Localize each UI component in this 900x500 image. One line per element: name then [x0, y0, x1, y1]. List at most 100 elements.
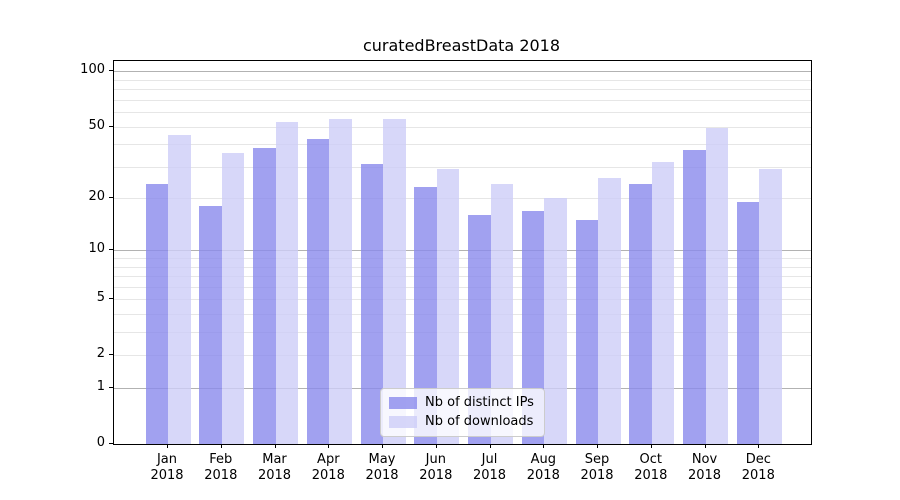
- x-tick-label: Nov 2018: [678, 452, 732, 484]
- bar-downloads: [168, 134, 191, 444]
- minor-gridline: [114, 314, 811, 316]
- x-tick-label: Jan 2018: [140, 452, 194, 484]
- x-tick-mark: [220, 444, 222, 448]
- y-tick-label: 2: [96, 346, 105, 362]
- legend-label-distinct-ips: Nb of distinct IPs: [425, 395, 534, 410]
- bar-downloads: [329, 119, 352, 444]
- x-tick-mark: [435, 444, 437, 448]
- x-tick-label-line: 2018: [204, 468, 238, 483]
- x-tick-label-line: Apr: [317, 452, 340, 467]
- bar-distinct-ips: [629, 184, 652, 444]
- major-gridline: [114, 250, 811, 252]
- y-tick-label: 20: [88, 189, 105, 205]
- bar-downloads: [275, 121, 298, 444]
- x-tick-label: Aug 2018: [516, 452, 570, 484]
- minor-gridline: [114, 126, 811, 128]
- bar-distinct-ips: [736, 202, 760, 444]
- minor-gridline: [114, 266, 811, 268]
- x-tick-mark: [274, 444, 276, 448]
- y-tick-mark: [109, 125, 113, 127]
- bar-distinct-ips: [199, 206, 222, 444]
- legend-swatch-downloads-icon: [389, 416, 417, 428]
- y-tick-label: 1: [96, 379, 105, 394]
- x-tick-label-line: Aug: [530, 452, 556, 467]
- x-tick-label-line: 2018: [580, 468, 614, 483]
- x-tick-label-line: Sep: [584, 452, 610, 467]
- minor-gridline: [114, 198, 811, 200]
- x-tick-label-line: 2018: [365, 468, 399, 483]
- x-tick-mark: [167, 444, 168, 448]
- minor-gridline: [114, 99, 811, 101]
- x-tick-label-line: Mar: [262, 452, 287, 467]
- x-tick-label-line: Feb: [209, 452, 233, 467]
- legend-entry-downloads: Nb of downloads: [389, 414, 536, 430]
- y-tick-mark: [109, 298, 113, 300]
- minor-gridline: [114, 89, 811, 91]
- x-tick-label: Jul 2018: [463, 452, 517, 484]
- x-tick-label-line: Jun: [425, 452, 446, 467]
- y-tick-mark: [109, 354, 113, 356]
- x-tick-mark: [650, 444, 652, 448]
- x-tick-label: Feb 2018: [194, 452, 248, 484]
- x-tick-label-line: Nov: [691, 452, 718, 467]
- x-tick-label: Dec 2018: [731, 452, 785, 484]
- legend: Nb of distinct IPs Nb of downloads: [380, 388, 545, 437]
- bar-distinct-ips: [145, 184, 168, 444]
- bar-downloads: [598, 177, 621, 444]
- bar-distinct-ips: [253, 148, 276, 444]
- legend-label-downloads: Nb of downloads: [425, 414, 534, 429]
- bar-distinct-ips: [306, 138, 330, 444]
- y-tick-mark: [109, 443, 113, 444]
- x-tick-label-line: 2018: [150, 468, 184, 483]
- bar-distinct-ips: [521, 210, 545, 444]
- x-tick-label: Sep 2018: [570, 452, 624, 484]
- y-tick-label: 0: [96, 435, 105, 450]
- bar-distinct-ips: [360, 164, 383, 444]
- x-tick-label-line: 2018: [472, 468, 507, 483]
- x-tick-mark: [597, 444, 598, 448]
- bar-distinct-ips: [575, 220, 598, 444]
- bar-downloads: [383, 119, 406, 444]
- minor-gridline: [114, 276, 811, 278]
- x-tick-label-line: May: [368, 452, 396, 467]
- x-tick-label-line: 2018: [741, 468, 775, 483]
- minor-gridline: [114, 79, 811, 81]
- bar-downloads: [436, 169, 460, 444]
- x-tick-label: Apr 2018: [301, 452, 355, 484]
- x-tick-mark: [543, 444, 545, 448]
- x-tick-label-line: 2018: [526, 468, 560, 483]
- x-tick-label: Mar 2018: [248, 452, 302, 484]
- plot-area: [113, 60, 812, 445]
- bar-distinct-ips: [414, 187, 437, 444]
- x-tick-label-line: 2018: [687, 468, 722, 483]
- legend-swatch-distinct-ips-icon: [389, 397, 417, 409]
- x-tick-label-line: Oct: [639, 452, 663, 467]
- bar-downloads: [490, 184, 513, 444]
- x-tick-mark: [758, 444, 760, 448]
- y-tick-mark: [109, 197, 113, 199]
- x-tick-label-line: 2018: [419, 468, 453, 483]
- x-tick-mark: [382, 444, 383, 448]
- bar-distinct-ips: [683, 150, 706, 444]
- major-gridline: [114, 71, 811, 73]
- x-tick-label-line: 2018: [257, 468, 292, 483]
- minor-gridline: [114, 112, 811, 114]
- minor-gridline: [114, 258, 811, 260]
- minor-gridline: [114, 286, 811, 288]
- y-tick-label: 5: [96, 290, 105, 306]
- bar-downloads: [651, 161, 675, 444]
- x-tick-mark: [489, 444, 491, 448]
- bar-downloads: [544, 198, 567, 444]
- y-tick-mark: [109, 70, 113, 72]
- x-tick-label: May 2018: [355, 452, 409, 484]
- x-tick-label-line: Jul: [481, 452, 498, 467]
- bar-downloads: [759, 169, 782, 444]
- x-tick-label-line: 2018: [311, 468, 345, 483]
- y-tick-mark: [109, 387, 113, 388]
- minor-gridline: [114, 166, 811, 168]
- y-tick-label: 100: [80, 62, 105, 78]
- bar-distinct-ips: [468, 215, 491, 444]
- bar-downloads: [705, 128, 728, 444]
- x-tick-label-line: Dec: [745, 452, 771, 467]
